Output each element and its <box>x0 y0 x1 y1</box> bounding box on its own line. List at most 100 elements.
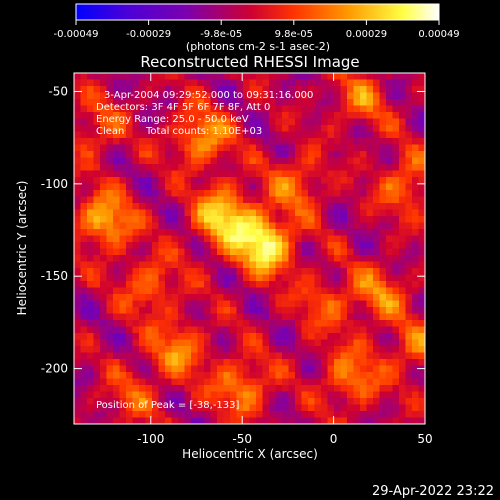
heatmap-cell <box>314 372 322 380</box>
heatmap-cell <box>314 339 322 347</box>
heatmap-cell <box>412 261 420 269</box>
heatmap-cell <box>145 73 153 81</box>
heatmap-cell <box>366 222 374 230</box>
heatmap-cell <box>412 391 420 399</box>
heatmap-cell <box>275 79 283 87</box>
heatmap-cell <box>412 92 420 100</box>
heatmap-cell <box>184 274 192 282</box>
heatmap-cell <box>418 157 425 165</box>
heatmap-cell <box>412 144 420 152</box>
heatmap-cell <box>301 411 309 419</box>
heatmap-cell <box>158 157 166 165</box>
heatmap-cell <box>184 359 192 367</box>
heatmap-cell <box>106 320 114 328</box>
heatmap-cell <box>256 157 264 165</box>
heatmap-cell <box>353 203 361 211</box>
heatmap-cell <box>327 378 335 386</box>
heatmap-cell <box>353 398 361 406</box>
heatmap-cell <box>113 177 121 185</box>
heatmap-cell <box>243 99 251 107</box>
heatmap-cell <box>340 365 348 373</box>
heatmap-cell <box>152 177 160 185</box>
heatmap-cell <box>191 86 199 94</box>
heatmap-cell <box>340 157 348 165</box>
heatmap-cell <box>145 404 153 412</box>
heatmap-cell <box>353 313 361 321</box>
heatmap-cell <box>236 274 244 282</box>
heatmap-cell <box>139 144 147 152</box>
heatmap-cell <box>178 248 186 256</box>
heatmap-cell <box>152 294 160 302</box>
heatmap-cell <box>399 125 407 133</box>
heatmap-cell <box>100 307 108 315</box>
heatmap-cell <box>106 398 114 406</box>
heatmap-cell <box>184 307 192 315</box>
heatmap-cell <box>106 92 114 100</box>
heatmap-cell <box>379 118 387 126</box>
heatmap-cell <box>321 398 329 406</box>
heatmap-cell <box>126 391 134 399</box>
heatmap-cell <box>366 398 374 406</box>
heatmap-cell <box>340 411 348 419</box>
heatmap-cell <box>360 333 368 341</box>
heatmap-cell <box>301 261 309 269</box>
image-annotations: 3-Apr-2004 09:29:52.000 to 09:31:16.000 … <box>96 90 313 411</box>
heatmap-cell <box>158 235 166 243</box>
heatmap-cell <box>399 333 407 341</box>
heatmap-cell <box>126 203 134 211</box>
heatmap-cell <box>301 144 309 152</box>
heatmap-cell <box>399 365 407 373</box>
heatmap-cell <box>87 177 95 185</box>
heatmap-cell <box>113 92 121 100</box>
heatmap-cell <box>165 105 173 113</box>
heatmap-cell <box>373 398 381 406</box>
heatmap-cell <box>321 294 329 302</box>
heatmap-cell <box>405 339 413 347</box>
heatmap-cell <box>386 170 394 178</box>
heatmap-cell <box>139 359 147 367</box>
heatmap-cell <box>405 411 413 419</box>
heatmap-cell <box>308 307 316 315</box>
heatmap-cell <box>191 131 199 139</box>
heatmap-cell <box>353 411 361 419</box>
heatmap-cell <box>301 92 309 100</box>
heatmap-cell <box>236 248 244 256</box>
heatmap-cell <box>93 209 101 217</box>
heatmap-cell <box>74 138 82 146</box>
heatmap-cell <box>321 372 329 380</box>
heatmap-cell <box>119 86 127 94</box>
heatmap-cell <box>405 287 413 295</box>
heatmap-cell <box>366 99 374 107</box>
heatmap-cell <box>178 144 186 152</box>
heatmap-cell <box>236 404 244 412</box>
heatmap-cell <box>334 372 342 380</box>
heatmap-cell <box>74 333 82 341</box>
heatmap-cell <box>191 222 199 230</box>
heatmap-cell <box>132 112 140 120</box>
heatmap-cell <box>80 138 88 146</box>
heatmap-cell <box>223 112 231 120</box>
heatmap-cell <box>360 105 368 113</box>
heatmap-cell <box>210 203 218 211</box>
heatmap-cell <box>80 131 88 139</box>
heatmap-cell <box>171 378 179 386</box>
heatmap-cell <box>139 281 147 289</box>
heatmap-cell <box>119 339 127 347</box>
heatmap-cell <box>243 209 251 217</box>
heatmap-cell <box>301 339 309 347</box>
heatmap-cell <box>334 183 342 191</box>
heatmap-cell <box>353 216 361 224</box>
heatmap-cell <box>353 359 361 367</box>
heatmap-cell <box>197 372 205 380</box>
heatmap-cell <box>152 144 160 152</box>
heatmap-cell <box>100 398 108 406</box>
heatmap-cell <box>243 417 251 424</box>
heatmap-cell <box>269 229 277 237</box>
heatmap-cell <box>145 157 153 165</box>
heatmap-cell <box>204 144 212 152</box>
heatmap-cell <box>275 177 283 185</box>
heatmap-cell <box>360 300 368 308</box>
heatmap-cell <box>249 326 257 334</box>
heatmap-cell <box>132 261 140 269</box>
heatmap-cell <box>139 222 147 230</box>
